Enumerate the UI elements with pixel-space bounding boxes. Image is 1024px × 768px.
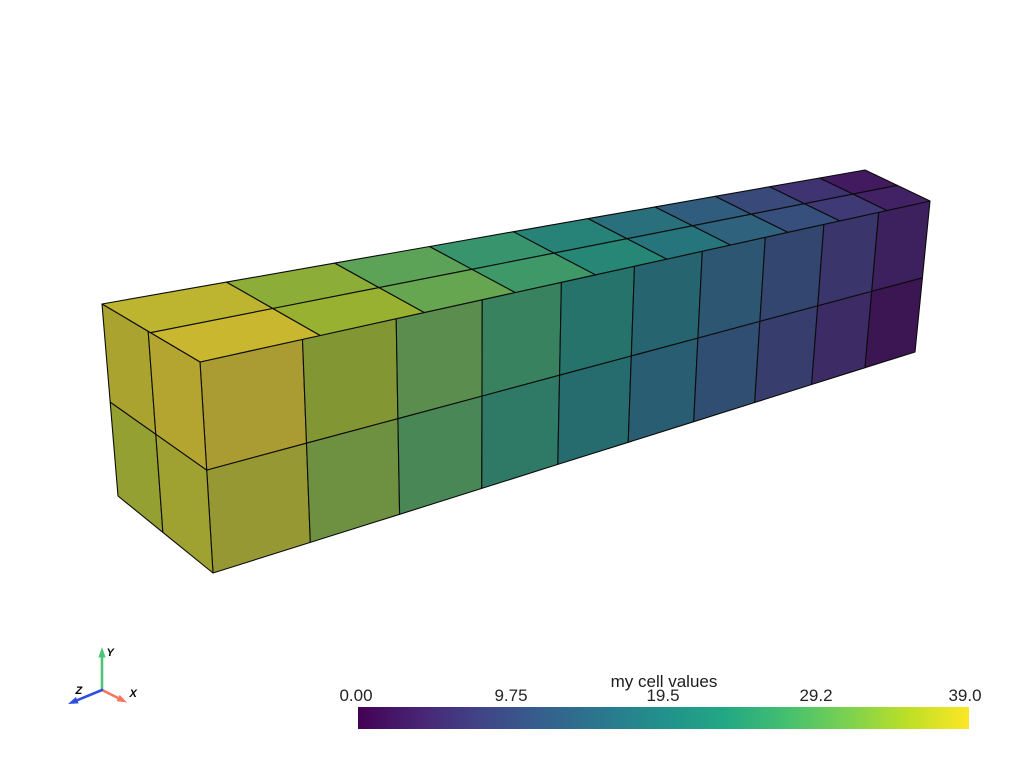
mesh-cell-front-1 bbox=[864, 277, 923, 369]
mesh-cell-top-3 bbox=[852, 184, 931, 212]
colorbar-title: my cell values bbox=[611, 672, 718, 691]
mesh-cell-front-21 bbox=[557, 355, 632, 465]
orientation-axes-widget: Y X Z bbox=[68, 647, 138, 704]
colorbar-gradient[interactable] bbox=[358, 707, 969, 729]
mesh-cell-front-13 bbox=[693, 320, 761, 423]
scalar-bar: my cell values 0.00 9.75 19.5 29.2 39.0 bbox=[339, 672, 982, 729]
z-axis-label: Z bbox=[75, 685, 84, 697]
colorbar-tick-4: 39.0 bbox=[948, 686, 981, 705]
z-axis-arrowhead bbox=[68, 697, 79, 704]
y-axis-label: Y bbox=[107, 647, 116, 659]
mesh-cell-cap-37 bbox=[155, 433, 214, 574]
z-axis-arrow bbox=[76, 688, 104, 702]
x-axis-arrowhead bbox=[116, 694, 127, 703]
x-axis-arrow bbox=[100, 688, 120, 700]
y-axis-arrowhead bbox=[98, 647, 106, 658]
mesh-cell-front-5 bbox=[811, 290, 873, 386]
beam-mesh bbox=[101, 169, 931, 574]
mesh-cell-front-9 bbox=[754, 305, 819, 404]
mesh-cell-front-17 bbox=[627, 337, 699, 443]
colorbar-tick-3: 29.2 bbox=[799, 686, 832, 705]
colorbar-tick-2: 19.5 bbox=[646, 686, 679, 705]
x-axis-label: X bbox=[129, 688, 138, 700]
colorbar-tick-0: 0.00 bbox=[339, 686, 372, 705]
colorbar-tick-1: 9.75 bbox=[494, 686, 527, 705]
